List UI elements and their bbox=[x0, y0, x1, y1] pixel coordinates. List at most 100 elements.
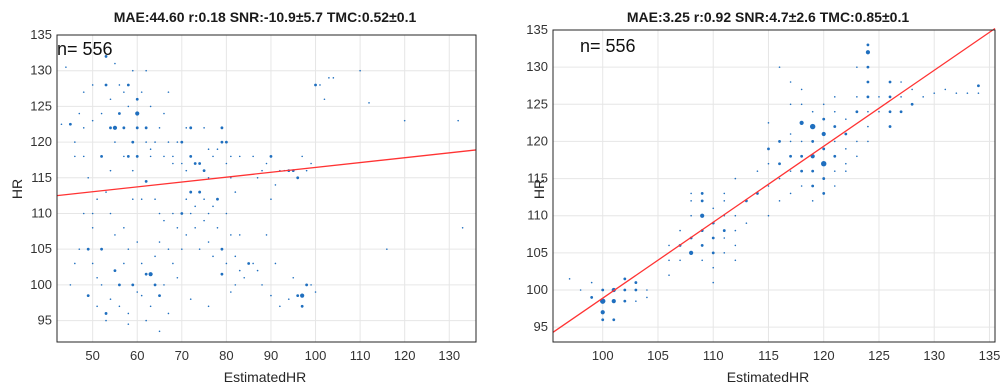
right-fit-line bbox=[552, 27, 996, 333]
right-data-point bbox=[767, 185, 770, 187]
left-data-point bbox=[274, 184, 277, 186]
left-x-axis-label: EstimatedHR bbox=[224, 369, 306, 385]
left-data-point bbox=[301, 155, 303, 158]
left-data-point bbox=[126, 154, 130, 158]
right-data-point bbox=[646, 296, 648, 299]
left-data-point bbox=[114, 62, 116, 65]
left-data-point bbox=[230, 234, 232, 236]
left-data-point bbox=[158, 330, 161, 333]
right-data-point bbox=[800, 185, 803, 187]
right-data-point bbox=[878, 96, 880, 98]
left-data-point bbox=[91, 84, 94, 86]
right-data-point bbox=[734, 259, 737, 262]
left-data-point bbox=[203, 198, 205, 201]
left-data-point bbox=[296, 294, 300, 297]
left-data-point bbox=[135, 154, 139, 158]
right-data-point bbox=[723, 237, 726, 239]
right-x-tick-label: 130 bbox=[923, 348, 945, 363]
right-data-point bbox=[845, 162, 847, 165]
right-data-point bbox=[689, 250, 694, 255]
right-data-point bbox=[723, 200, 726, 202]
left-data-point bbox=[163, 219, 165, 222]
left-data-point bbox=[154, 255, 156, 258]
right-data-point bbox=[822, 192, 826, 195]
left-data-point bbox=[172, 262, 174, 265]
left-data-point bbox=[154, 198, 156, 201]
right-y-tick-label: 105 bbox=[526, 245, 548, 260]
left-data-point bbox=[198, 162, 202, 165]
right-data-point bbox=[800, 88, 803, 91]
right-data-point bbox=[800, 103, 803, 106]
left-data-point bbox=[203, 127, 205, 129]
left-data-point bbox=[176, 276, 179, 279]
left-data-point bbox=[270, 294, 272, 297]
left-data-point bbox=[104, 312, 108, 315]
right-data-point bbox=[712, 207, 715, 210]
right-data-point bbox=[822, 177, 826, 180]
left-data-point bbox=[212, 155, 214, 158]
right-data-point bbox=[910, 102, 914, 106]
left-data-point bbox=[96, 305, 98, 308]
right-x-tick-label: 135 bbox=[979, 348, 1001, 363]
left-y-tick-label: 115 bbox=[31, 170, 52, 185]
left-data-point bbox=[220, 140, 224, 144]
left-data-point bbox=[144, 126, 148, 130]
left-data-point bbox=[140, 294, 143, 297]
left-data-point bbox=[140, 198, 143, 201]
left-data-point bbox=[185, 127, 188, 129]
right-data-point bbox=[745, 222, 748, 224]
left-data-point bbox=[91, 119, 94, 122]
right-data-point bbox=[668, 244, 670, 247]
left-data-point bbox=[230, 291, 232, 293]
right-data-point bbox=[821, 131, 826, 137]
right-y-tick-label: 115 bbox=[527, 171, 548, 186]
left-data-point bbox=[114, 234, 116, 236]
right-data-point bbox=[778, 162, 781, 166]
left-data-point bbox=[68, 122, 72, 126]
left-data-point bbox=[158, 294, 161, 297]
left-data-point bbox=[403, 119, 406, 122]
left-y-tick-label: 130 bbox=[30, 63, 52, 78]
left-data-point bbox=[167, 91, 170, 93]
right-data-point bbox=[590, 296, 594, 299]
right-data-point bbox=[789, 140, 792, 143]
right-data-point bbox=[822, 103, 825, 106]
right-data-point bbox=[767, 147, 770, 151]
right-data-point bbox=[700, 199, 704, 203]
right-data-point bbox=[711, 236, 715, 240]
right-data-point bbox=[734, 214, 737, 217]
right-x-tick-label: 100 bbox=[592, 348, 614, 363]
left-y-tick-label: 105 bbox=[30, 241, 52, 256]
left-data-point bbox=[234, 191, 237, 193]
left-data-point bbox=[149, 105, 152, 108]
left-data-point bbox=[131, 69, 134, 72]
left-data-point bbox=[234, 255, 237, 258]
left-data-point bbox=[144, 179, 148, 183]
right-data-point bbox=[767, 162, 770, 165]
left-data-point bbox=[181, 162, 183, 165]
left-data-point bbox=[202, 169, 206, 173]
right-data-point bbox=[723, 192, 726, 195]
left-data-point bbox=[153, 283, 157, 287]
left-data-point bbox=[256, 176, 259, 179]
left-regression-line bbox=[56, 149, 477, 197]
left-data-point bbox=[252, 155, 254, 158]
left-data-point bbox=[131, 198, 134, 201]
right-data-point bbox=[800, 169, 804, 173]
left-data-point bbox=[216, 148, 219, 151]
left-scatter-chart: MAE:44.60 r:0.18 SNR:-10.9±5.7 TMC:0.52±… bbox=[9, 9, 477, 385]
right-data-point bbox=[855, 110, 859, 114]
right-chart-title: MAE:3.25 r:0.92 SNR:4.7±2.6 TMC:0.85±0.1 bbox=[627, 9, 909, 25]
left-data-point bbox=[185, 234, 188, 236]
left-data-point bbox=[100, 247, 103, 251]
right-y-tick-label: 130 bbox=[526, 59, 548, 74]
left-x-tick-label: 60 bbox=[130, 348, 144, 363]
right-scatter-chart: MAE:3.25 r:0.92 SNR:4.7±2.6 TMC:0.85±0.1… bbox=[526, 9, 1000, 385]
right-data-point bbox=[844, 132, 848, 136]
right-data-point bbox=[888, 80, 892, 84]
right-data-point bbox=[811, 184, 815, 188]
right-data-point bbox=[568, 278, 571, 280]
left-data-point bbox=[140, 262, 143, 265]
right-x-tick-label: 110 bbox=[703, 348, 724, 363]
left-data-point bbox=[216, 197, 219, 201]
